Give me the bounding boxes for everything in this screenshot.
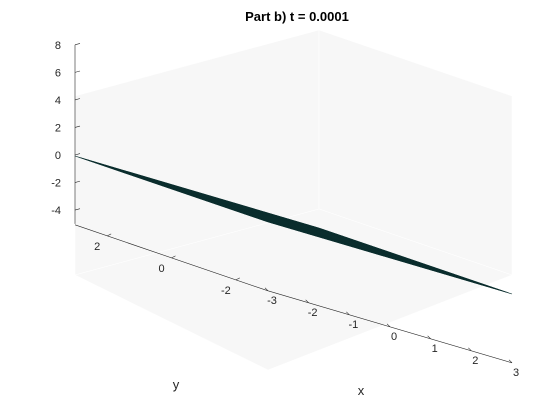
x-tick-label: 1	[432, 343, 438, 355]
x-tick-mark	[305, 299, 309, 304]
x-tick-label: 2	[472, 355, 478, 367]
z-tick-label: 2	[55, 122, 61, 134]
x-tick-mark	[508, 359, 513, 364]
back-panes	[74, 29, 513, 371]
y-tick-mark	[235, 277, 240, 281]
x-tick-mark	[468, 347, 472, 352]
z-tick-mark	[74, 153, 81, 156]
x-axis-label: x	[358, 383, 365, 398]
x-tick-mark	[427, 335, 431, 340]
x-tick-label: 0	[391, 331, 397, 343]
z-tick-label: 4	[55, 95, 61, 107]
x-tick-mark	[386, 323, 391, 328]
mesh-line-x	[288, 218, 482, 286]
mesh-line-x	[300, 222, 494, 289]
floor-pane	[74, 208, 513, 371]
z-tick-mark	[74, 180, 81, 183]
y-tick-label: 2	[94, 241, 100, 253]
z-tick-label: 6	[55, 67, 61, 79]
z-tick-mark	[74, 125, 81, 128]
mesh-line-x	[306, 224, 500, 291]
z-tick-mark	[74, 70, 81, 73]
y-axis-label: y	[173, 377, 180, 392]
mesh-line-y	[79, 157, 324, 230]
x-tick-label: -3	[267, 295, 277, 307]
z-tick-label: -4	[51, 205, 61, 217]
chart-title: Part b) t = 0.0001	[245, 9, 349, 24]
z-tick-mark	[74, 98, 81, 101]
x-tick-label: -2	[308, 307, 318, 319]
y-tick-label: -2	[221, 285, 231, 297]
surface	[74, 155, 513, 295]
z-tick-label: 8	[55, 40, 61, 52]
x-tick-mark	[264, 287, 269, 292]
x-tick-label: -1	[348, 319, 358, 331]
x-tick-label: 3	[513, 367, 519, 379]
y-tick-mark	[171, 255, 176, 259]
tick-labels: -4 -2 0 2 4 6 8 -3 -2 -1 0 1 2 3 -2 0 2	[51, 40, 519, 379]
z-tick-label: 0	[55, 150, 61, 162]
z-tick-label: -2	[51, 178, 61, 190]
y-tick-label: 0	[158, 263, 164, 275]
z-tick-mark	[74, 208, 81, 211]
mesh-line-x	[312, 225, 506, 293]
mesh-line-x	[294, 220, 488, 288]
z-tick-mark	[74, 43, 81, 46]
y-tick-mark	[107, 233, 112, 237]
x-tick-mark	[346, 311, 350, 316]
